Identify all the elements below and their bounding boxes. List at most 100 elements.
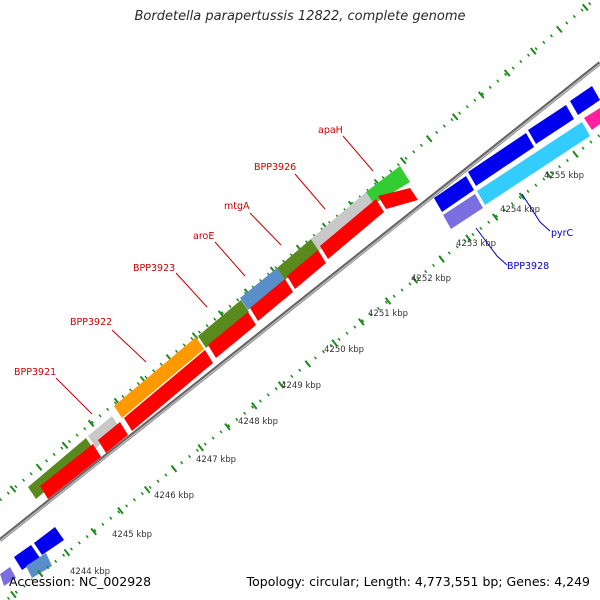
gene-red-6[interactable] bbox=[287, 250, 326, 289]
inner-major-tick bbox=[411, 276, 419, 284]
gene-magenta[interactable] bbox=[584, 108, 600, 130]
reverse-gene-labels: BPP3928 pyrC bbox=[475, 193, 574, 272]
gene-blue-4[interactable] bbox=[570, 86, 600, 115]
genome-backbone bbox=[0, 61, 600, 542]
map-title: Bordetella parapertussis 12822, complete… bbox=[134, 9, 466, 24]
inner-major-ticks bbox=[10, 150, 579, 599]
outer-major-tick bbox=[61, 441, 69, 449]
outer-major-ticks bbox=[9, 3, 589, 493]
outer-major-tick bbox=[87, 419, 95, 428]
kbp-label-4248: 4248 kbp bbox=[238, 417, 278, 427]
kbp-label-4249: 4249 kbp bbox=[281, 381, 321, 391]
inner-major-tick bbox=[170, 464, 178, 473]
inner-major-tick bbox=[384, 297, 392, 305]
inner-major-tick bbox=[36, 569, 44, 578]
kbp-label-4246: 4246 kbp bbox=[154, 491, 194, 501]
outer-major-tick bbox=[399, 156, 407, 165]
kbp-label-4253: 4253 kbp bbox=[456, 239, 496, 249]
inner-major-tick bbox=[304, 360, 312, 368]
outer-major-tick bbox=[425, 135, 433, 143]
inner-tick-track bbox=[3, 133, 600, 600]
forward-gene-labels: BPP3921 BPP3922 BPP3923 aroE mtgA BPP392… bbox=[14, 125, 374, 415]
gene-red-8[interactable] bbox=[378, 188, 418, 209]
gene-grey-2[interactable] bbox=[311, 192, 374, 251]
inner-major-tick bbox=[465, 234, 472, 242]
inner-major-tick bbox=[572, 150, 579, 158]
kbp-label-4247: 4247 kbp bbox=[196, 455, 236, 465]
leader-BPP3923 bbox=[175, 272, 208, 308]
forward-red-genes bbox=[40, 188, 418, 499]
gene-red-2[interactable] bbox=[98, 422, 128, 453]
gene-red-1[interactable] bbox=[40, 444, 101, 499]
gene-green[interactable] bbox=[366, 166, 410, 204]
gene-red-3[interactable] bbox=[124, 350, 213, 431]
gene-red-5[interactable] bbox=[250, 279, 293, 321]
gene-label-BPP3926[interactable]: BPP3926 bbox=[254, 162, 296, 173]
genome-backbone-highlight bbox=[0, 63, 600, 542]
inner-major-tick bbox=[224, 423, 231, 431]
gene-label-mtgA[interactable]: mtgA bbox=[224, 201, 250, 212]
inner-major-tick bbox=[197, 443, 204, 452]
gene-steelblue[interactable] bbox=[240, 268, 285, 310]
outer-major-tick bbox=[503, 69, 511, 77]
leader-BPP3922 bbox=[111, 329, 147, 363]
kbp-label-4250: 4250 kbp bbox=[324, 345, 364, 355]
gene-label-apaH[interactable]: apaH bbox=[318, 125, 343, 136]
gene-slateblue-2[interactable] bbox=[0, 567, 16, 586]
gene-grey-1[interactable] bbox=[88, 416, 120, 448]
inner-major-tick bbox=[491, 213, 499, 221]
inner-major-tick bbox=[10, 590, 17, 599]
inner-major-tick bbox=[143, 485, 151, 494]
inner-major-tick bbox=[545, 171, 552, 179]
outer-major-tick bbox=[191, 332, 199, 340]
gene-label-BPP3923[interactable]: BPP3923 bbox=[133, 263, 175, 274]
outer-tick-track bbox=[0, 0, 597, 502]
kbp-label-4254: 4254 kbp bbox=[500, 205, 540, 215]
leader-BPP3926 bbox=[294, 173, 326, 210]
kbp-label-4244: 4244 kbp bbox=[70, 567, 110, 577]
gene-blue-6[interactable] bbox=[14, 545, 40, 570]
inner-major-tick bbox=[438, 255, 445, 263]
leader-apaH bbox=[342, 135, 374, 172]
inner-major-tick bbox=[90, 527, 97, 536]
inner-major-tick bbox=[117, 506, 124, 515]
reverse-genes-right bbox=[434, 86, 600, 229]
kbp-scale-labels: 4245 kbp 4246 kbp 4247 kbp 4248 kbp 4249… bbox=[70, 171, 584, 577]
gene-red-7[interactable] bbox=[320, 199, 384, 259]
gene-steelblue-2[interactable] bbox=[26, 553, 52, 578]
gene-label-aroE[interactable]: aroE bbox=[193, 231, 214, 242]
outer-major-tick bbox=[477, 91, 485, 99]
inner-major-tick bbox=[251, 402, 258, 410]
gene-blue-1[interactable] bbox=[434, 176, 474, 212]
gene-label-pyrC[interactable]: pyrC bbox=[551, 228, 574, 239]
gene-label-BPP3928[interactable]: BPP3928 bbox=[507, 261, 549, 272]
kbp-label-4252: 4252 kbp bbox=[411, 274, 451, 284]
gene-label-BPP3922[interactable]: BPP3922 bbox=[70, 317, 112, 328]
outer-major-tick bbox=[581, 3, 589, 12]
inner-major-tick bbox=[518, 192, 526, 200]
kbp-label-4255: 4255 kbp bbox=[544, 171, 584, 181]
inner-major-tick bbox=[277, 381, 285, 389]
gene-blue-2[interactable] bbox=[468, 133, 534, 186]
gene-cyan[interactable] bbox=[477, 122, 590, 205]
gene-orange[interactable] bbox=[114, 337, 204, 418]
gene-blue-3[interactable] bbox=[528, 105, 574, 144]
inner-major-tick bbox=[358, 318, 365, 326]
inner-major-tick bbox=[331, 339, 338, 347]
gene-red-4[interactable] bbox=[208, 312, 256, 358]
leader-pyrC bbox=[521, 193, 551, 232]
gene-olive-2[interactable] bbox=[198, 300, 249, 348]
inner-major-tick bbox=[63, 548, 71, 557]
gene-olive-3[interactable] bbox=[277, 239, 319, 280]
gene-blue-5[interactable] bbox=[34, 527, 64, 555]
outer-major-tick bbox=[35, 463, 43, 471]
outer-major-tick bbox=[9, 485, 17, 493]
gene-label-BPP3921[interactable]: BPP3921 bbox=[14, 367, 56, 378]
gene-slateblue-1[interactable] bbox=[443, 194, 483, 229]
outer-major-tick bbox=[529, 47, 537, 55]
genome-summary: Topology: circular; Length: 4,773,551 bp… bbox=[246, 574, 590, 589]
reverse-genes-left bbox=[0, 527, 64, 586]
kbp-label-4251: 4251 kbp bbox=[368, 309, 408, 319]
accession-label: Accession: NC_002928 bbox=[9, 574, 152, 589]
